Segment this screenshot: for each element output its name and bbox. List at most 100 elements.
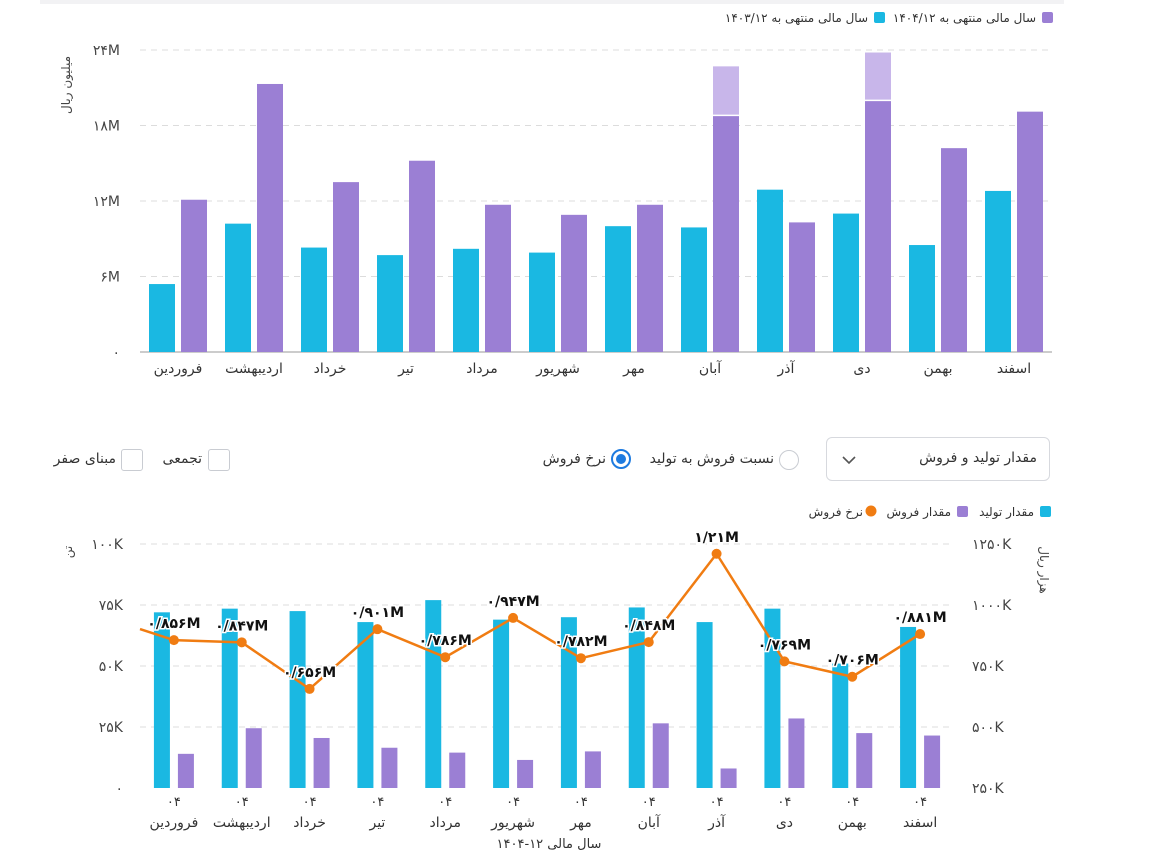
y-left-tick-label: ۲۵K (99, 720, 124, 736)
x-tick-label: مرداد (466, 361, 498, 377)
checkbox-zero-base[interactable] (121, 449, 143, 471)
bar-production-7 (628, 607, 645, 788)
legend-label-1404: سال مالی منتهی به ۱۴۰۴/۱۲ (893, 11, 1036, 25)
sales-rate-point-1 (236, 637, 247, 648)
legend-label-1403: سال مالی منتهی به ۱۴۰۳/۱۲ (725, 11, 868, 25)
checkbox-zero-base-label: مبنای صفر (53, 451, 116, 467)
bar-sales-5 (517, 759, 534, 788)
x-tick-label: مرداد (429, 815, 461, 831)
sales-rate-point-0 (168, 635, 179, 646)
bar-production-0 (153, 612, 170, 788)
checkbox-cumulative[interactable] (208, 449, 230, 471)
bar-1403-9 (833, 213, 859, 352)
sales-rate-data-label: ۰/۸۸۱M (893, 610, 946, 626)
bar-sales-7 (652, 723, 669, 788)
x-tick-label: اسفند (997, 361, 1031, 377)
y-tick-label: ۰ (112, 345, 120, 361)
x-tick-label: مهر (622, 361, 645, 377)
sales-rate-data-label: ۱/۲۱M (694, 530, 739, 546)
bar-1404-0 (181, 199, 207, 352)
y-tick-label: ۲۴M (93, 43, 120, 59)
x-year-label: ۰۴ (506, 795, 520, 810)
bar-1404-7 (713, 115, 739, 352)
sales-rate-data-label: ۰/۸۴۷M (215, 618, 268, 634)
bar-sales-4 (449, 752, 466, 788)
radio-sales-production-ratio-label: نسبت فروش به تولید (649, 451, 774, 467)
y-left-tick-label: ۷۵K (99, 598, 124, 614)
x-year-label: ۰۴ (642, 795, 656, 810)
x-tick-label: آذر (777, 360, 796, 377)
legend-swatch-1404 (1042, 12, 1053, 23)
bar-1404-5 (561, 214, 587, 352)
x-tick-label: آذر (707, 814, 726, 831)
y-axis-label: میلیون ریال (59, 56, 74, 114)
bar-production-1 (221, 608, 238, 788)
x-tick-label: مهر (569, 815, 592, 831)
x-axis-label: سال مالی ۱۲-۱۴۰۴ (497, 837, 602, 852)
bar-production-6 (560, 617, 577, 788)
x-year-label: ۰۴ (845, 795, 859, 810)
sales-rate-data-label: ۰/۶۵۶M (283, 665, 336, 681)
bar-sales-2 (313, 737, 330, 788)
bar-1403-5 (529, 252, 555, 352)
x-tick-label: آبان (638, 814, 661, 831)
bar-production-10 (832, 663, 849, 788)
sales-rate-point-11 (915, 629, 926, 640)
sales-rate-point-4 (440, 652, 451, 663)
y-left-tick-label: ۱۰۰K (91, 537, 124, 553)
sales-rate-data-label: ۰/۷۰۶M (826, 653, 879, 669)
bar-1404-10 (941, 148, 967, 352)
chart-metric-dropdown[interactable]: مقدار تولید و فروش (826, 437, 1050, 481)
radio-sales-rate-label: نرخ فروش (542, 451, 606, 467)
y-right-axis-label: هزار ریال (1036, 546, 1051, 593)
sales-rate-point-2 (304, 683, 315, 694)
bar-1403-11 (985, 190, 1011, 352)
sales-rate-point-6 (575, 653, 586, 664)
bar-1403-10 (909, 245, 935, 352)
top-divider (40, 0, 1064, 4)
y-tick-label: ۱۲M (93, 194, 120, 210)
bar-production-11 (900, 626, 917, 788)
chevron-down-icon (842, 456, 856, 465)
y-right-tick-label: ۱۲۵۰K (972, 537, 1012, 553)
sales-rate-data-label: ۰/۷۶۹M (758, 637, 811, 653)
bar-production-8 (696, 622, 713, 788)
x-tick-label: فروردین (154, 361, 203, 377)
legend-swatch-sales (957, 506, 968, 517)
legend-label-rate: نرخ فروش (809, 505, 863, 520)
bar-1403-2 (301, 247, 327, 352)
x-tick-label: دی (776, 815, 793, 831)
legend-swatch-rate (865, 505, 877, 517)
bar-sales-11 (924, 735, 941, 788)
sales-rate-point-9 (779, 656, 790, 667)
bar-production-2 (289, 611, 306, 788)
bar-1403-6 (605, 226, 631, 352)
x-year-label: ۰۴ (370, 795, 384, 810)
sales-rate-data-label: ۰/۸۵۶M (147, 616, 200, 632)
sales-rate-data-label: ۰/۷۸۶M (419, 633, 472, 649)
x-tick-label: بهمن (838, 815, 867, 831)
radio-sales-production-ratio[interactable] (779, 450, 799, 470)
radio-sales-rate[interactable] (611, 449, 631, 469)
y-right-tick-label: ۱۰۰۰K (972, 598, 1012, 614)
y-left-tick-label: ۰ (115, 781, 123, 797)
x-tick-label: شهریور (490, 815, 535, 831)
x-year-label: ۰۴ (710, 795, 724, 810)
bar-1404-4 (485, 204, 511, 352)
x-tick-label: اردیبهشت (225, 361, 283, 377)
x-year-label: ۰۴ (777, 795, 791, 810)
bar-1404-6 (637, 204, 663, 352)
bar-1404-3 (409, 160, 435, 352)
x-year-label: ۰۴ (303, 795, 317, 810)
y-right-tick-label: ۵۰۰K (972, 720, 1005, 736)
x-year-label: ۰۴ (235, 795, 249, 810)
bar-1403-1 (225, 223, 251, 352)
sales-rate-data-label: ۰/۹۴۷M (486, 594, 539, 610)
bar-1403-4 (453, 248, 479, 352)
sales-rate-point-5 (508, 612, 519, 623)
y-left-axis-label: تن (61, 546, 76, 558)
y-left-tick-label: ۵۰K (99, 659, 124, 675)
sales-rate-data-label: ۰/۷۸۲M (554, 634, 607, 650)
x-tick-label: فروردین (150, 815, 199, 831)
dropdown-value: مقدار تولید و فروش (919, 450, 1037, 466)
